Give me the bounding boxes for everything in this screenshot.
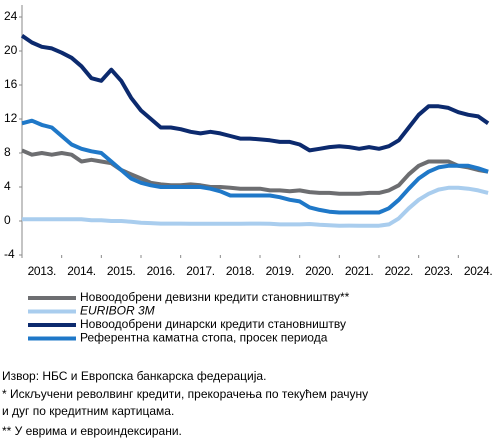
y-tick-label: 12: [4, 111, 18, 125]
y-tick-label: 20: [4, 43, 18, 57]
legend-label: Новоодобрени динарски кредити становништ…: [80, 317, 346, 331]
x-tick-label: 2023.: [424, 264, 453, 278]
y-tick-label: 0: [4, 213, 11, 227]
y-tick-label: -4: [4, 247, 15, 261]
series-line: [22, 185, 489, 228]
x-tick-label: 2021.: [345, 264, 374, 278]
x-tick-label: 2020.: [305, 264, 334, 278]
x-tick-label: 2018.: [226, 264, 255, 278]
y-tick-label: 4: [4, 179, 11, 193]
note: * Искључени револвинг кредити, прекораче…: [2, 387, 368, 401]
x-tick-label: 2019.: [266, 264, 295, 278]
y-tick-label: 24: [4, 9, 18, 23]
series-line: [21, 118, 489, 215]
y-tick-label: 16: [4, 77, 18, 91]
x-tick-label: 2013.: [28, 264, 57, 278]
legend-label: Новоодобрени девизни кредити становништв…: [80, 290, 350, 304]
x-tick-label: 2017.: [186, 264, 215, 278]
x-tick-label: 2016.: [147, 264, 176, 278]
series-line: [20, 34, 490, 153]
legend-label: EURIBOR 3M: [80, 304, 155, 318]
x-tick-label: 2024.: [464, 264, 493, 278]
series-line: [21, 148, 489, 196]
note: ** У еврима и евроиндексирани.: [2, 424, 182, 438]
x-tick-label: 2015.: [107, 264, 136, 278]
y-tick-label: 8: [4, 145, 11, 159]
legend-label: Референтна каматна стопа, просек периода: [80, 331, 328, 345]
note: и дуг по кредитним картицама.: [2, 404, 174, 418]
x-tick-label: 2022.: [385, 264, 414, 278]
x-tick-label: 2014.: [67, 264, 96, 278]
note: Извор: НБС и Европска банкарска федераци…: [2, 369, 266, 383]
